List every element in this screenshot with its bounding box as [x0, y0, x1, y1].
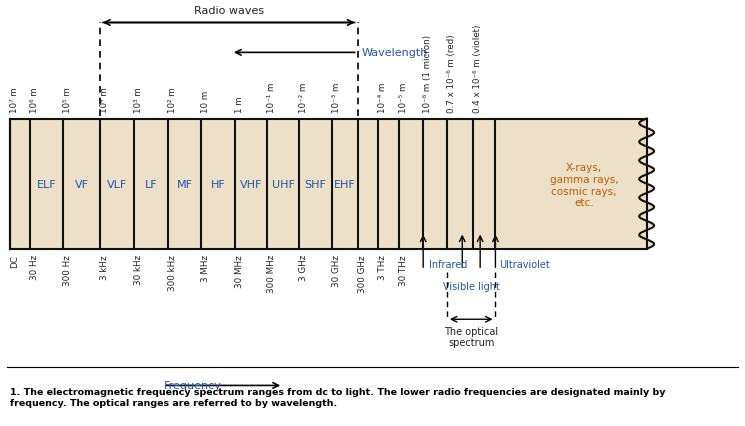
Text: HF: HF	[211, 179, 225, 189]
Text: 30 THz: 30 THz	[399, 254, 408, 285]
Text: 10⁴ m: 10⁴ m	[100, 87, 109, 113]
Text: 10⁶ m: 10⁶ m	[30, 87, 39, 113]
Text: VHF: VHF	[239, 179, 262, 189]
Text: ELF: ELF	[37, 179, 57, 189]
Text: 10⁵ m: 10⁵ m	[63, 87, 72, 113]
Text: 10 m: 10 m	[201, 91, 210, 113]
Text: 10⁷ m: 10⁷ m	[10, 87, 19, 113]
Text: LF: LF	[145, 179, 157, 189]
Text: 10⁻¹ m: 10⁻¹ m	[267, 83, 276, 113]
Text: 300 Hz: 300 Hz	[63, 254, 72, 285]
Text: 3 kHz: 3 kHz	[100, 254, 109, 279]
Text: UHF: UHF	[272, 179, 294, 189]
Text: 10² m: 10² m	[168, 87, 177, 113]
PathPatch shape	[639, 119, 654, 249]
Text: 1 m: 1 m	[235, 96, 244, 113]
Text: SHF: SHF	[305, 179, 326, 189]
Text: 0.4 x 10⁻⁶ m (violet): 0.4 x 10⁻⁶ m (violet)	[473, 25, 482, 113]
Text: 30 MHz: 30 MHz	[235, 254, 244, 287]
Text: 10³ m: 10³ m	[134, 87, 143, 113]
Text: 10⁻⁶ m (1 micron): 10⁻⁶ m (1 micron)	[423, 35, 432, 113]
Text: 1. The electromagnetic frequency spectrum ranges from dc to light. The lower rad: 1. The electromagnetic frequency spectru…	[10, 388, 665, 407]
Text: 10⁻² m: 10⁻² m	[299, 83, 308, 113]
Text: VLF: VLF	[107, 179, 127, 189]
Text: Wavelength: Wavelength	[361, 48, 428, 58]
Text: DC: DC	[10, 254, 19, 267]
Text: 0.7 x 10⁻⁶ m (red): 0.7 x 10⁻⁶ m (red)	[447, 35, 456, 113]
Text: Infrared: Infrared	[429, 260, 468, 270]
Text: 30 Hz: 30 Hz	[30, 254, 39, 279]
Text: 3 MHz: 3 MHz	[201, 254, 210, 282]
Text: 300 GHz: 300 GHz	[358, 254, 367, 292]
Text: 300 MHz: 300 MHz	[267, 254, 276, 293]
Text: Visible light: Visible light	[443, 281, 500, 291]
Text: Frequency: Frequency	[164, 380, 222, 391]
Text: 10⁻⁴ m: 10⁻⁴ m	[378, 83, 387, 113]
Text: 3 GHz: 3 GHz	[299, 254, 308, 281]
Text: The optical
spectrum: The optical spectrum	[444, 326, 498, 348]
Text: MF: MF	[177, 179, 192, 189]
Text: 3 THz: 3 THz	[378, 254, 387, 279]
Text: 10⁻³ m: 10⁻³ m	[332, 83, 340, 113]
Text: EHF: EHF	[334, 179, 355, 189]
Text: 30 GHz: 30 GHz	[332, 254, 340, 286]
Text: 300 kHz: 300 kHz	[168, 254, 177, 290]
Polygon shape	[10, 119, 647, 249]
Text: 10⁻⁵ m: 10⁻⁵ m	[399, 83, 408, 113]
Text: Radio waves: Radio waves	[194, 6, 264, 16]
Text: X-rays,
gamma rays,
cosmic rays,
etc.: X-rays, gamma rays, cosmic rays, etc.	[550, 163, 618, 207]
Text: Ultraviolet: Ultraviolet	[499, 260, 550, 270]
Text: 30 kHz: 30 kHz	[134, 254, 143, 285]
Text: VF: VF	[74, 179, 89, 189]
